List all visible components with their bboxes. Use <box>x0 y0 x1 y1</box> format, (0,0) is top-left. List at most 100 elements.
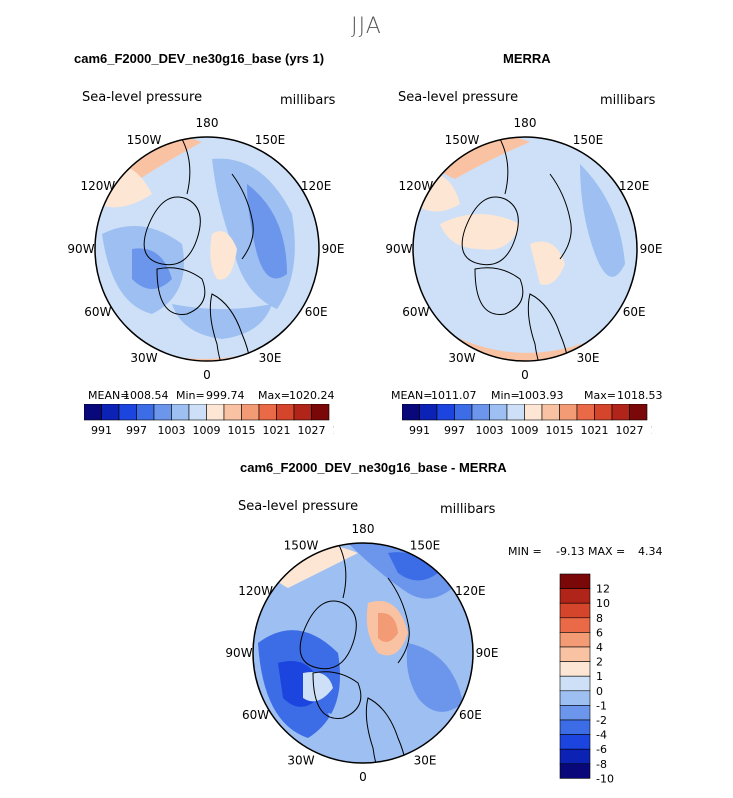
model-colorbar-swatch-1 <box>101 404 120 421</box>
diff-lon-tick-7: 30W <box>287 753 314 767</box>
diff-colorbar-swatch-2 <box>559 602 591 619</box>
model-variable-label: Sea-level pressure <box>82 90 203 105</box>
diff-lon-tick-11: 150W <box>284 539 319 553</box>
diff-colorbar-tick-label-0: 12 <box>596 583 610 596</box>
model-lon-tick-1: 150E <box>255 133 286 147</box>
obs-coastline-0 <box>461 196 519 266</box>
diff-colorbar-swatch-0 <box>559 573 591 589</box>
obs-lon-tick-9: 90W <box>385 242 412 256</box>
model-contour-5 <box>132 248 172 289</box>
diff-contour-9 <box>328 713 428 748</box>
model-min-value: 999.74 <box>206 389 245 402</box>
model-max-label: Max= <box>258 389 290 402</box>
diff-coastline-4 <box>297 543 347 599</box>
model-coastline-1 <box>156 267 206 315</box>
obs-lon-tick-5: 30E <box>577 351 600 365</box>
diff-colorbar-tick-label-9: -2 <box>596 714 607 727</box>
diff-lon-tick-3: 90E <box>476 646 499 660</box>
diff-colorbar-swatch-9 <box>559 705 591 721</box>
season-title: JJA <box>351 14 382 39</box>
model-colorbar-swatch-3 <box>136 404 155 421</box>
obs-colorbar-tick-label-0: 991 <box>409 424 430 437</box>
model-lon-tick-6: 0 <box>203 368 211 382</box>
diff-map-border <box>252 542 474 764</box>
diff-colorbar-swatch-8 <box>559 690 591 706</box>
obs-lon-tick-10: 120W <box>398 179 433 193</box>
obs-colorbar-swatch-10 <box>576 404 595 421</box>
model-lon-tick-9: 90W <box>67 242 94 256</box>
diff-lon-tick-1: 150E <box>410 539 441 553</box>
diff-colorbar-swatch-10 <box>559 719 591 735</box>
obs-colorbar-swatch-9 <box>559 404 578 421</box>
obs-coastline-4 <box>459 137 509 195</box>
diff-colorbar-swatch-13 <box>559 763 591 779</box>
diff-colorbar-tick-label-2: 8 <box>596 612 603 625</box>
model-colorbar-tick-label-5: 1021 <box>263 424 291 437</box>
obs-lon-tick-3: 90E <box>640 242 663 256</box>
model-colorbar-swatch-5 <box>171 404 190 421</box>
diff-contour-8 <box>406 643 463 712</box>
obs-colorbar-swatch-11 <box>594 404 613 421</box>
model-colorbar-swatch-0 <box>84 404 102 421</box>
obs-mean-value: 1011.07 <box>431 389 477 402</box>
obs-panel-title: MERRA <box>503 51 551 66</box>
model-mean-label: MEAN= <box>88 389 130 402</box>
model-colorbar-tick-label-6: 1027 <box>298 424 326 437</box>
diff-colorbar-tick-label-4: 4 <box>596 641 603 654</box>
model-lon-tick-11: 150W <box>127 133 162 147</box>
model-colorbar-swatch-6 <box>188 404 207 421</box>
model-colorbar-tick-label-0: 991 <box>91 424 112 437</box>
diff-lon-tick-4: 60E <box>459 708 482 722</box>
obs-colorbar-swatch-2 <box>436 404 455 421</box>
diff-coastline-0 <box>299 600 357 670</box>
diff-contour-2 <box>388 552 438 581</box>
diff-coastline-2 <box>365 697 408 763</box>
diff-panel-title: cam6_F2000_DEV_ne30g16_base - MERRA <box>240 460 507 475</box>
diff-colorbar-swatch-7 <box>559 675 591 692</box>
diff-min-value: -9.13 <box>556 545 585 558</box>
diff-colorbar-tick-label-7: 0 <box>596 685 603 698</box>
obs-colorbar-swatch-0 <box>402 404 420 421</box>
model-lon-tick-10: 120W <box>80 179 115 193</box>
obs-max-value: 1018.53 <box>617 389 663 402</box>
model-coastline-2 <box>209 293 252 361</box>
obs-coastline-2 <box>527 293 570 361</box>
model-coastline-0 <box>143 196 201 266</box>
model-lon-tick-3: 90E <box>322 242 345 256</box>
diff-colorbar-swatch-6 <box>559 661 591 677</box>
diff-lon-tick-6: 0 <box>359 770 367 784</box>
model-lon-tick-8: 60W <box>84 305 111 319</box>
model-lon-tick-5: 30E <box>259 351 282 365</box>
diff-colorbar-tick-label-8: -1 <box>596 699 607 712</box>
model-min-label: Min= <box>176 389 205 402</box>
diff-contour-7 <box>378 612 398 642</box>
obs-colorbar-tick-label-3: 1009 <box>511 424 539 437</box>
obs-colorbar-swatch-8 <box>541 404 560 421</box>
diff-lon-tick-0: 180 <box>352 522 375 536</box>
model-colorbar-swatch-4 <box>153 404 172 421</box>
diff-colorbar-swatch-5 <box>559 646 591 662</box>
diff-variable-label: Sea-level pressure <box>238 499 359 514</box>
model-colorbar-swatch-9 <box>241 404 260 421</box>
model-lon-tick-7: 30W <box>130 351 157 365</box>
obs-lon-tick-11: 150W <box>445 133 480 147</box>
obs-mean-label: MEAN= <box>391 389 433 402</box>
obs-colorbar-tick-label-6: 1027 <box>616 424 644 437</box>
model-colorbar-tick-label-4: 1015 <box>228 424 256 437</box>
model-mean-value: 1008.54 <box>123 389 169 402</box>
diff-colorbar-tick-label-5: 2 <box>596 656 603 669</box>
obs-colorbar-swatch-6 <box>506 404 525 421</box>
diff-colorbar-swatch-12 <box>559 748 591 765</box>
model-colorbar-tick-label-1: 997 <box>126 424 147 437</box>
diff-coastline-3 <box>387 577 410 664</box>
diff-coastline-1 <box>312 671 362 719</box>
obs-colorbar-swatch-5 <box>489 404 508 421</box>
obs-coastline-3 <box>549 173 572 260</box>
diff-max-label: MAX = <box>588 545 626 558</box>
model-colorbar: 991 997 1003 1009 1015 1021 1027 1033 <box>84 404 334 437</box>
diff-units-label: millibars <box>440 502 496 517</box>
diff-colorbar-tick-label-11: -6 <box>596 743 607 756</box>
model-contour-6 <box>210 231 237 280</box>
diff-colorbar-tick-label-13: -10 <box>596 772 614 784</box>
diff-contour-5 <box>303 672 333 702</box>
